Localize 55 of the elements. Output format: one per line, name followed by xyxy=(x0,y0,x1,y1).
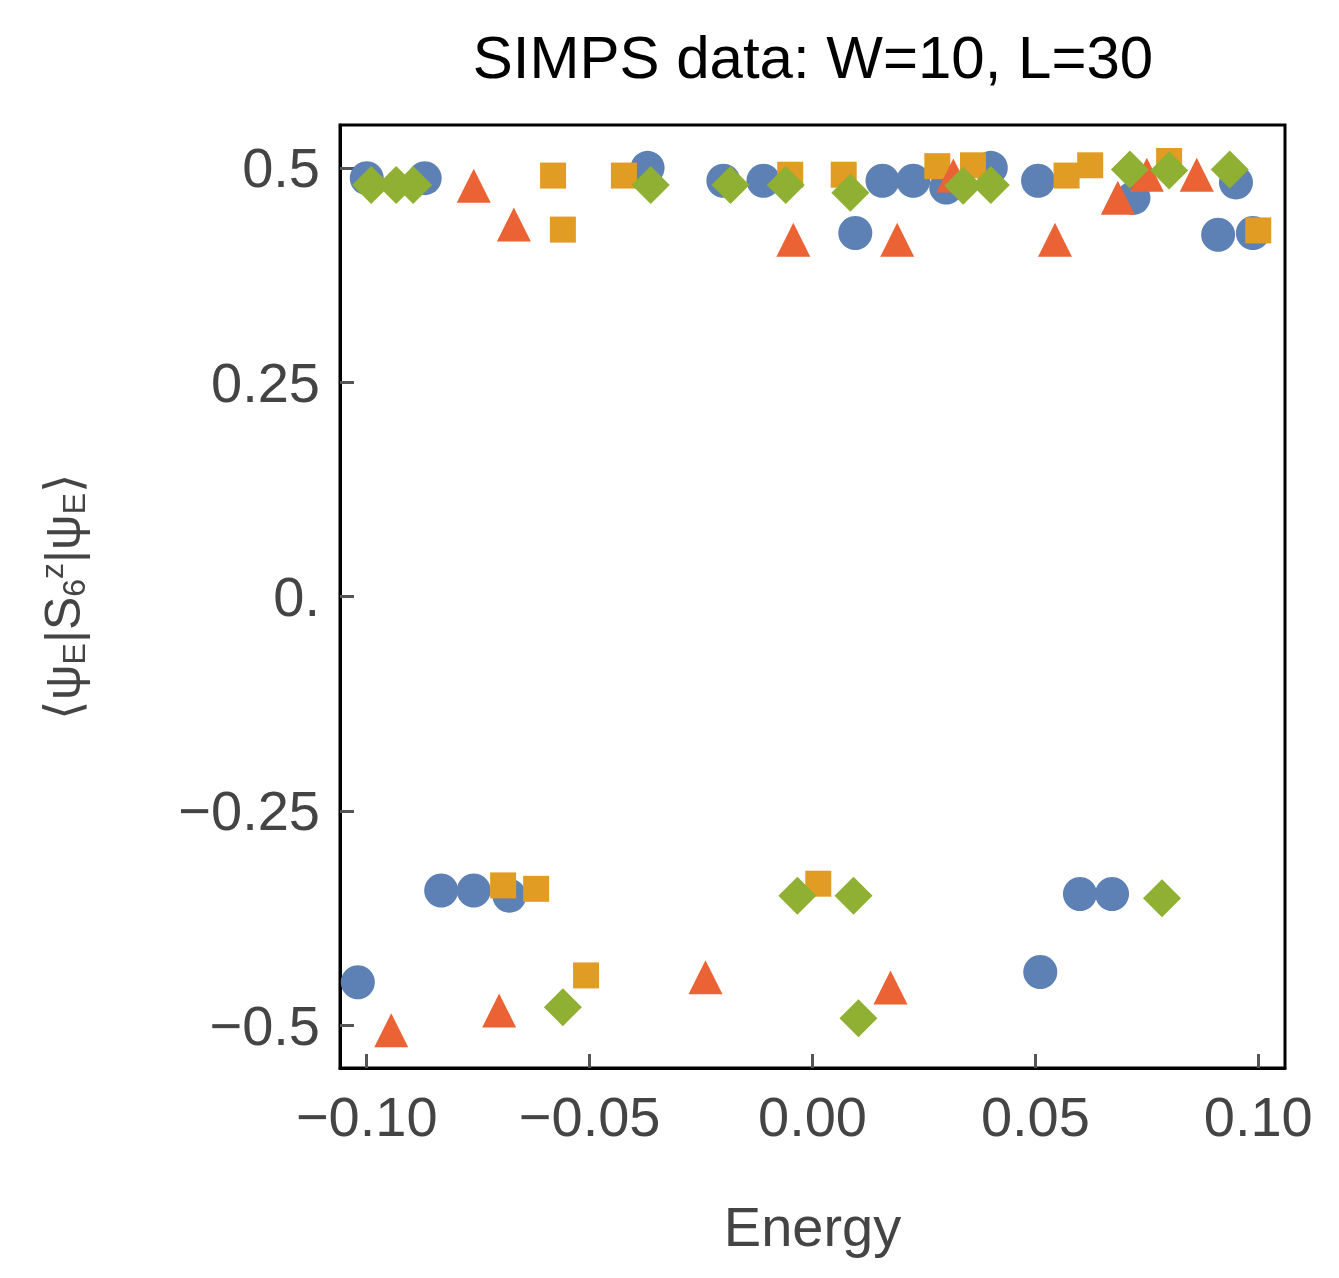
point xyxy=(1062,876,1097,911)
point xyxy=(1110,150,1149,189)
point xyxy=(880,222,915,257)
chart-title: SIMPS data: W=10, L=30 xyxy=(472,23,1154,91)
point xyxy=(543,988,582,1027)
y-axis-title: ⟨ψE|S6z|ψE⟩ xyxy=(34,472,92,721)
point xyxy=(573,962,600,989)
point xyxy=(924,153,951,180)
point xyxy=(1201,217,1236,252)
point xyxy=(1037,222,1072,257)
point xyxy=(1179,157,1214,192)
point xyxy=(631,166,670,205)
point xyxy=(711,166,750,205)
x-tick-label: 0.10 xyxy=(1203,1084,1313,1148)
point xyxy=(424,873,459,908)
point xyxy=(1142,879,1181,918)
point xyxy=(523,875,550,902)
point xyxy=(549,216,576,243)
point xyxy=(1053,162,1080,189)
y-tick-label: 0.5 xyxy=(242,136,320,200)
x-axis-title: Energy xyxy=(723,1194,902,1258)
point xyxy=(340,965,375,1000)
x-tick-label: 0.05 xyxy=(980,1084,1090,1148)
point xyxy=(482,993,517,1028)
point xyxy=(456,168,491,203)
point xyxy=(1023,954,1058,989)
point xyxy=(688,960,723,995)
point xyxy=(766,166,805,205)
point xyxy=(540,162,567,189)
point xyxy=(831,173,870,212)
y-tick-label: −0.5 xyxy=(209,993,320,1057)
y-tick-label: 0.25 xyxy=(211,350,320,414)
x-tick-label: 0.00 xyxy=(758,1084,867,1148)
point xyxy=(839,999,878,1038)
x-tick-label: −0.10 xyxy=(295,1084,438,1148)
point xyxy=(873,970,908,1005)
point xyxy=(896,163,931,198)
point xyxy=(1150,151,1189,190)
point xyxy=(1100,180,1135,215)
point xyxy=(838,216,873,251)
point xyxy=(456,873,491,908)
point xyxy=(865,163,900,198)
point xyxy=(1021,163,1056,198)
point xyxy=(1210,150,1249,189)
point xyxy=(1077,152,1104,179)
y-tick-label: 0. xyxy=(273,565,320,628)
point xyxy=(374,1013,409,1048)
point xyxy=(1095,876,1130,911)
point xyxy=(834,876,873,915)
y-tick-label: −0.25 xyxy=(178,779,320,843)
point xyxy=(778,876,817,915)
point xyxy=(776,222,811,257)
x-tick-label: −0.05 xyxy=(518,1084,661,1148)
point xyxy=(496,207,531,242)
point xyxy=(610,162,637,189)
